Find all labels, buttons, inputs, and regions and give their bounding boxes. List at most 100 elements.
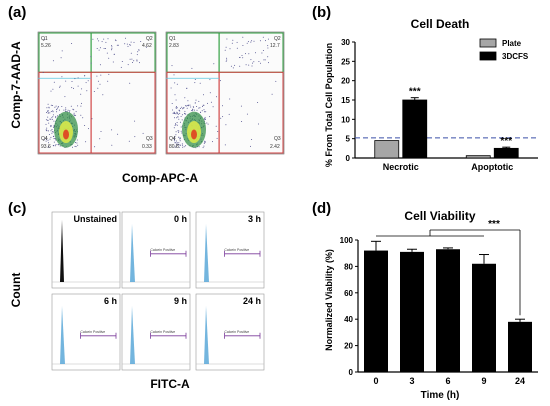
flow-dot — [241, 55, 243, 56]
flow-dot — [136, 54, 138, 56]
flow-dot — [177, 144, 179, 146]
flow-dot — [113, 53, 115, 55]
flow-dot — [77, 144, 79, 146]
flow-dot — [45, 140, 47, 142]
flow-dot — [97, 38, 98, 40]
flow-dot — [75, 146, 77, 148]
cell-viability-significance: *** — [488, 219, 500, 230]
flow-dot — [101, 41, 103, 43]
quadrant-q1-value: 5.26 — [41, 43, 51, 49]
flow-dot — [212, 141, 213, 143]
flow-dot — [219, 80, 221, 82]
flow-dot — [181, 106, 183, 108]
flow-dot — [248, 53, 250, 55]
flow-dot — [51, 117, 53, 119]
flow-dot — [175, 123, 176, 125]
flow-dot — [140, 41, 142, 42]
flow-dot — [204, 111, 206, 113]
cell-viability-xlabel: Time (h) — [421, 390, 460, 401]
flow-dot — [184, 110, 186, 112]
flow-dot — [85, 82, 87, 84]
cell-viability-bar-6 — [436, 249, 460, 372]
flow-dot — [116, 44, 118, 46]
flow-dot — [133, 60, 135, 62]
flow-dot — [246, 113, 248, 115]
quadrant-q3-label: Q3 — [146, 136, 153, 142]
flow-dot — [225, 46, 227, 48]
flow-dot — [171, 103, 173, 104]
flow-dot — [52, 145, 54, 146]
flow-dot — [50, 136, 52, 138]
flow-dot — [251, 40, 253, 42]
flow-dot — [139, 62, 140, 64]
flow-dot — [97, 87, 99, 89]
flow-dot — [175, 140, 177, 142]
flow-dot — [137, 51, 139, 53]
flow-dot — [117, 44, 119, 46]
cell-viability-ytick-label: 40 — [344, 315, 353, 324]
flow-dot — [121, 61, 123, 62]
quadrant-q3-value: 2.42 — [270, 144, 280, 150]
flow-dot — [176, 143, 178, 145]
flow-dot — [245, 53, 246, 55]
flow-dot — [85, 141, 87, 143]
flow-dot — [177, 130, 179, 132]
flow-dot — [181, 119, 183, 121]
flow-dot — [181, 143, 183, 145]
flow-dot — [184, 113, 186, 115]
flow-dot — [51, 118, 53, 120]
flow-dot — [179, 112, 181, 114]
cell-death-legend-label: 3DCFS — [502, 52, 529, 61]
flow-dot — [176, 107, 178, 109]
flow-dot — [111, 49, 112, 51]
flow-dot — [65, 108, 67, 110]
flow-dot — [129, 44, 130, 46]
flow-dot — [216, 137, 218, 139]
flow-dot — [138, 49, 140, 51]
flow-dot — [57, 106, 59, 108]
flow-dot — [136, 59, 138, 61]
flow-dot — [67, 109, 69, 111]
flow-dot — [132, 62, 133, 63]
flow-dot — [49, 138, 51, 140]
flow-dot — [194, 79, 196, 80]
quadrant-q3-value: 0.33 — [142, 144, 152, 150]
flow-dot — [177, 116, 179, 118]
flow-dot — [173, 74, 175, 76]
flow-dot — [178, 113, 180, 115]
flow-dot — [242, 36, 244, 38]
flow-dot — [70, 105, 72, 107]
flow-dot — [71, 81, 73, 82]
flow-dot — [174, 112, 176, 114]
flow-dot — [170, 87, 172, 89]
cell-death-significance: *** — [409, 87, 421, 98]
cell-death-category-label: Necrotic — [383, 162, 419, 172]
flow-dot — [77, 77, 79, 79]
flow-dot — [201, 110, 203, 112]
flow-dot — [198, 100, 200, 102]
flow-dot — [250, 59, 252, 61]
flow-dot — [173, 127, 175, 129]
flow-dot — [203, 145, 205, 147]
cell-death-title: Cell Death — [411, 17, 470, 31]
flow-dot — [50, 104, 52, 106]
flow-dot — [192, 108, 194, 110]
flow-dot — [234, 64, 236, 66]
flow-dot — [125, 37, 126, 39]
flow-dot — [265, 40, 266, 42]
flow-dot — [196, 109, 198, 111]
flow-dot — [174, 142, 176, 144]
flow-dot — [226, 59, 228, 61]
flow-dot — [114, 39, 116, 41]
histogram-gate-label: Calcein Positive — [224, 248, 249, 252]
flow-dot — [145, 46, 147, 48]
flow-dot — [98, 49, 100, 51]
flow-dot — [203, 94, 204, 96]
histogram-5: Calcein Positive 9 h — [121, 293, 191, 371]
quadrant-q1-value: 2.83 — [169, 43, 179, 49]
histogram-1: Unstained — [51, 211, 121, 289]
flow-dot — [261, 52, 263, 54]
flow-dot — [173, 137, 175, 139]
cell-viability-bar-0 — [364, 250, 388, 372]
flow-dot — [47, 103, 49, 105]
